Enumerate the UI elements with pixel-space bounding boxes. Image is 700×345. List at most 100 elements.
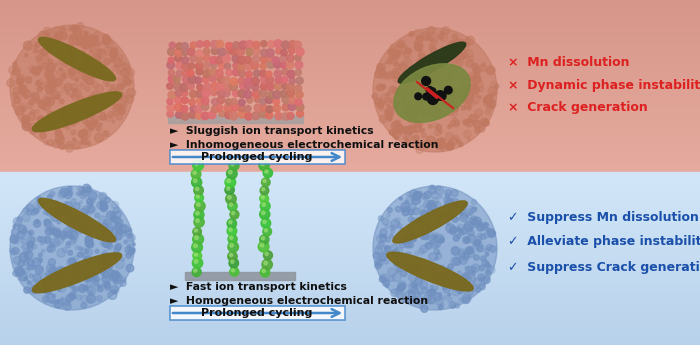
Circle shape: [51, 213, 60, 221]
Circle shape: [93, 36, 99, 42]
Bar: [0, 325, 700, 326]
Circle shape: [45, 228, 52, 235]
Circle shape: [421, 222, 430, 231]
Bar: [0, 270, 700, 271]
Circle shape: [81, 248, 87, 254]
Circle shape: [13, 69, 20, 76]
Circle shape: [46, 270, 51, 276]
Circle shape: [447, 264, 454, 270]
Circle shape: [466, 247, 472, 254]
Circle shape: [431, 75, 438, 82]
Circle shape: [48, 50, 52, 54]
Circle shape: [76, 65, 85, 73]
Bar: [0, 314, 700, 315]
Circle shape: [92, 277, 96, 280]
Circle shape: [60, 267, 64, 271]
Circle shape: [254, 104, 261, 111]
Circle shape: [99, 216, 106, 224]
Circle shape: [188, 83, 195, 90]
Circle shape: [447, 109, 454, 116]
Bar: [0, 340, 700, 341]
Circle shape: [90, 270, 98, 278]
Circle shape: [15, 268, 24, 276]
Circle shape: [232, 211, 235, 215]
Circle shape: [416, 97, 422, 104]
Text: ►  Sluggish ion transport kinetics: ► Sluggish ion transport kinetics: [170, 126, 374, 136]
Bar: [0, 3, 700, 4]
Bar: [0, 122, 700, 123]
Circle shape: [474, 207, 477, 210]
Circle shape: [230, 78, 238, 85]
Circle shape: [22, 214, 30, 221]
Circle shape: [463, 275, 471, 284]
Circle shape: [444, 56, 450, 62]
Circle shape: [295, 85, 302, 91]
Circle shape: [405, 106, 409, 109]
Circle shape: [475, 240, 480, 246]
Circle shape: [405, 109, 408, 113]
Bar: [0, 320, 700, 321]
Circle shape: [473, 67, 480, 74]
Circle shape: [68, 191, 73, 195]
Circle shape: [102, 240, 109, 247]
Circle shape: [202, 76, 209, 83]
Circle shape: [92, 81, 98, 88]
Bar: [0, 28, 700, 29]
Circle shape: [41, 241, 44, 245]
Circle shape: [230, 47, 237, 55]
Circle shape: [434, 141, 440, 148]
Circle shape: [94, 52, 102, 60]
Text: ✓  Alleviate phase instability: ✓ Alleviate phase instability: [508, 236, 700, 248]
Circle shape: [231, 162, 234, 166]
Circle shape: [50, 268, 56, 275]
Bar: [0, 62, 700, 63]
Circle shape: [40, 102, 46, 109]
Circle shape: [50, 191, 55, 196]
Circle shape: [45, 33, 48, 37]
Bar: [0, 333, 700, 334]
Circle shape: [412, 289, 419, 295]
Bar: [0, 231, 700, 232]
Circle shape: [54, 78, 62, 87]
Circle shape: [82, 51, 85, 54]
Circle shape: [468, 295, 471, 299]
Circle shape: [252, 112, 260, 120]
Circle shape: [474, 240, 482, 249]
Circle shape: [76, 216, 80, 221]
Circle shape: [95, 249, 99, 253]
Circle shape: [416, 71, 420, 75]
Circle shape: [439, 130, 442, 133]
Bar: [0, 59, 700, 60]
Circle shape: [417, 191, 423, 197]
Bar: [0, 109, 700, 110]
Circle shape: [443, 47, 451, 55]
Circle shape: [430, 47, 437, 54]
Circle shape: [72, 27, 77, 31]
Circle shape: [282, 96, 290, 104]
Circle shape: [43, 118, 46, 121]
Circle shape: [229, 220, 232, 224]
Circle shape: [192, 177, 202, 187]
Bar: [0, 310, 700, 311]
Circle shape: [88, 206, 95, 213]
Bar: [0, 146, 700, 147]
Bar: [0, 328, 700, 329]
Circle shape: [409, 293, 416, 299]
Circle shape: [382, 218, 389, 225]
Circle shape: [461, 53, 466, 58]
Circle shape: [37, 87, 42, 92]
Circle shape: [413, 296, 418, 302]
Circle shape: [398, 40, 405, 47]
Bar: [0, 96, 700, 97]
Circle shape: [27, 246, 33, 252]
Circle shape: [421, 233, 425, 236]
Circle shape: [114, 280, 118, 284]
Circle shape: [190, 42, 197, 48]
Circle shape: [252, 84, 259, 91]
Circle shape: [263, 251, 272, 260]
Circle shape: [383, 235, 386, 238]
Circle shape: [71, 130, 76, 135]
Circle shape: [195, 162, 198, 166]
Circle shape: [31, 67, 38, 74]
Circle shape: [68, 250, 73, 255]
